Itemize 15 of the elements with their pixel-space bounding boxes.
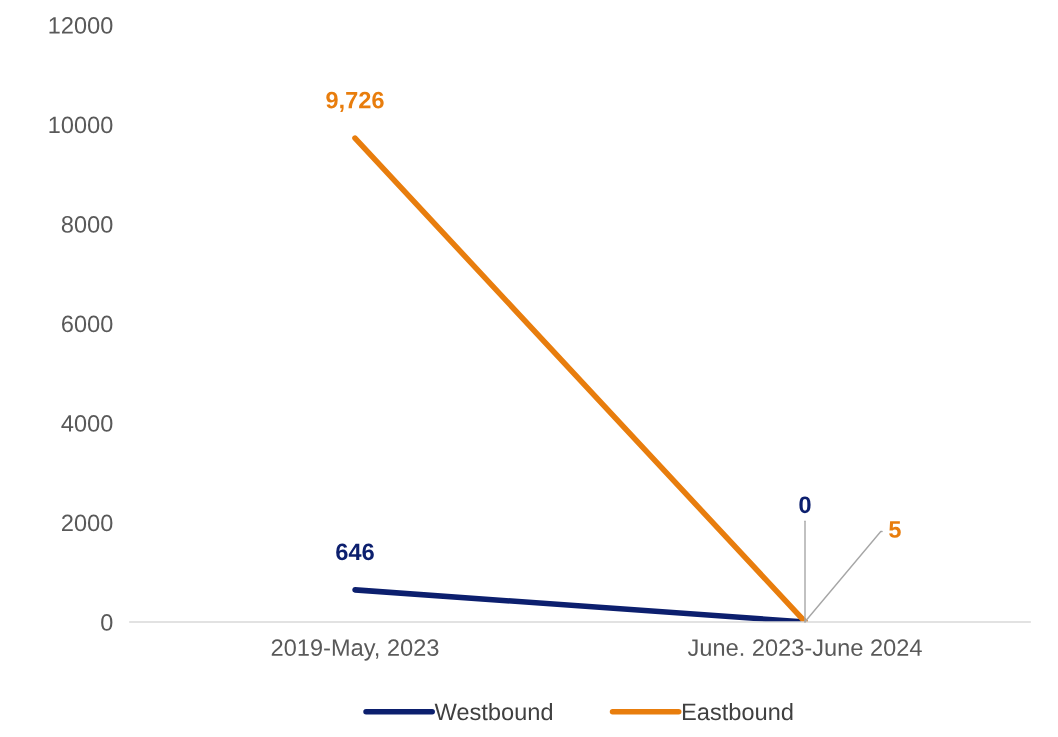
legend-label: Eastbound: [682, 702, 793, 721]
x-tick-label: 2019-May, 2023: [271, 639, 439, 661]
data-label: 9,726: [326, 91, 384, 112]
data-label: 5: [889, 521, 901, 538]
legend-label: Westbound: [434, 702, 553, 721]
y-tick-label: 12000: [49, 17, 113, 34]
y-tick-label: 0: [101, 614, 113, 631]
data-label: 646: [336, 543, 374, 561]
y-tick-label: 4000: [61, 415, 113, 432]
data-label: 0: [799, 496, 811, 514]
x-tick-label: June. 2023-June 2024: [687, 639, 922, 657]
y-tick-label: 10000: [49, 116, 113, 134]
y-tick-label: 2000: [62, 514, 113, 532]
y-tick-label: 6000: [62, 315, 113, 333]
y-tick-label: 8000: [61, 216, 113, 233]
